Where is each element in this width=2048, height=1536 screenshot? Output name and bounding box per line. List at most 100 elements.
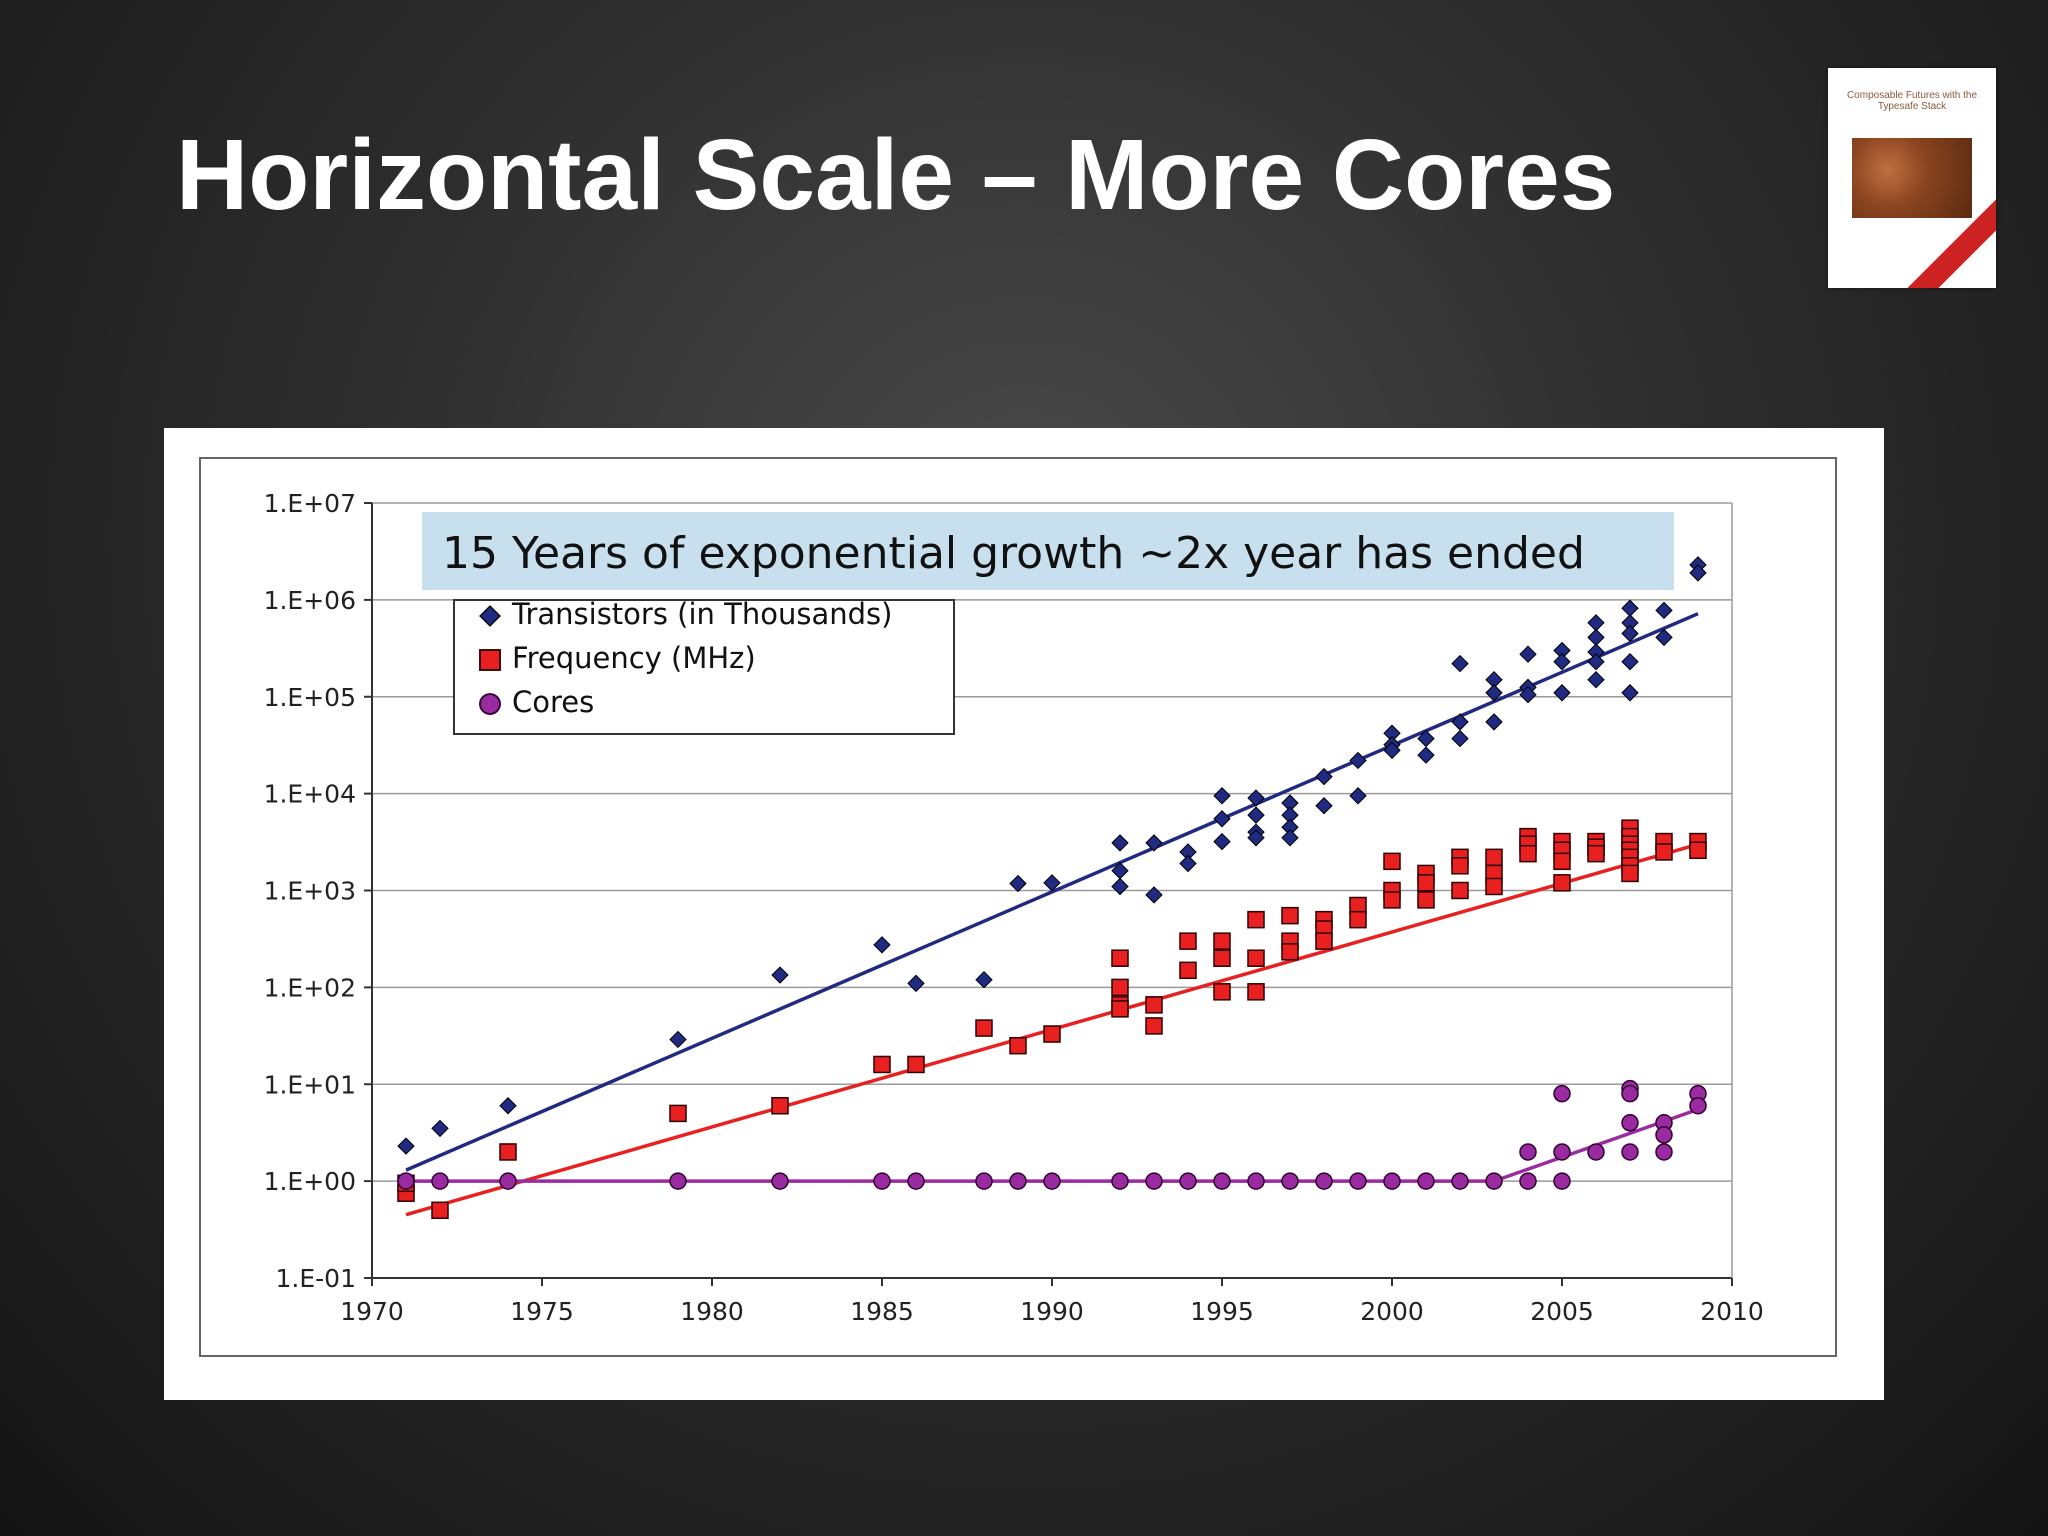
cores-point	[1417, 1172, 1435, 1190]
x-tick-label: 1970	[340, 1297, 404, 1326]
cores-point	[397, 1172, 415, 1190]
transistors-point	[1485, 713, 1503, 731]
cores-point	[1179, 1172, 1197, 1190]
y-tick-label: 1.E+03	[264, 877, 356, 906]
frequency-point	[1553, 874, 1571, 892]
frequency-point	[1485, 877, 1503, 896]
frequency-point	[1213, 932, 1231, 950]
cores-point	[1587, 1143, 1605, 1161]
x-tick-label: 2000	[1360, 1297, 1424, 1326]
transistors-point	[669, 1030, 687, 1049]
transistors-point	[1553, 684, 1571, 702]
cores-point	[1621, 1143, 1639, 1161]
transistors-point	[1213, 832, 1231, 851]
y-tick-label: 1.E+05	[264, 683, 356, 712]
transistors-point	[1417, 746, 1435, 764]
growth-chart: 1.E-01 1.E+00 1.E+01 1.E+02 1.E+03 1.E+04 1.E+…	[199, 457, 1837, 1357]
cores-point	[1213, 1172, 1231, 1190]
frequency-point	[1349, 910, 1367, 929]
cores-legend-label: Cores	[512, 685, 594, 719]
frequency-point	[1247, 983, 1265, 1001]
transistors-point	[1145, 834, 1163, 852]
frequency-point	[907, 1055, 925, 1074]
chart-title-background	[422, 512, 1674, 590]
transistors-point	[1621, 653, 1639, 671]
transistors-trend-line	[405, 612, 1699, 1172]
transistors-point	[1213, 787, 1231, 805]
frequency-point	[1111, 949, 1129, 967]
book-cover-thumbnail: Composable Futures with the Typesafe Sta…	[1828, 68, 1996, 288]
slide-title: Horizontal Scale – More Cores	[176, 119, 1616, 231]
transistors-point	[1383, 741, 1401, 760]
frequency-point	[771, 1096, 789, 1115]
cores-point	[1553, 1172, 1571, 1190]
transistors-point	[1451, 729, 1469, 748]
frequency-legend-label: Frequency (MHz)	[512, 641, 756, 675]
cores-point	[1111, 1172, 1129, 1190]
frequency-point	[1553, 852, 1571, 871]
frequency-point	[1111, 1000, 1129, 1018]
cores-point	[1689, 1096, 1707, 1115]
transistors-point	[1621, 624, 1639, 643]
frequency-point	[1417, 874, 1435, 892]
cores-point	[1451, 1172, 1469, 1190]
transistors-point	[1519, 645, 1537, 663]
transistors-point	[1247, 806, 1265, 824]
cores-point	[1519, 1143, 1537, 1161]
frequency-point	[1179, 961, 1197, 980]
frequency-point	[1451, 881, 1469, 900]
transistors-point	[1281, 829, 1299, 847]
frequency-point	[1451, 857, 1469, 875]
cores-point	[873, 1172, 891, 1190]
cores-point	[771, 1172, 789, 1190]
transistors-point	[873, 936, 891, 954]
x-tick-label: 1980	[680, 1297, 744, 1326]
transistors-point	[1247, 829, 1265, 847]
cores-legend-marker	[479, 693, 501, 715]
frequency-point	[1213, 983, 1231, 1001]
axes: 1.E-01 1.E+00 1.E+01 1.E+02 1.E+03 1.E+04 1.E+…	[264, 489, 1764, 1326]
y-tick-label: 1.E+07	[264, 489, 356, 518]
frequency-point	[1145, 1017, 1163, 1035]
legend: Transistors (in Thousands) Frequency (MHz…	[453, 597, 955, 735]
cores-point	[499, 1172, 517, 1190]
frequency-point	[669, 1104, 687, 1123]
frequency-point	[1043, 1025, 1061, 1043]
transistors-point	[1315, 767, 1333, 786]
cores-point	[669, 1172, 687, 1190]
frequency-point	[1315, 932, 1333, 950]
frequency-point	[975, 1019, 993, 1037]
transistors-point	[1043, 874, 1061, 892]
transistors-point	[1111, 834, 1129, 852]
transistors-point	[1247, 789, 1265, 807]
cores-point	[1655, 1143, 1673, 1161]
cores-point	[1043, 1172, 1061, 1190]
frequency-point	[1111, 978, 1129, 997]
transistors-point	[907, 974, 925, 993]
transistors-point	[499, 1097, 517, 1115]
frequency-point	[1009, 1036, 1027, 1055]
frequency-point	[1621, 864, 1639, 883]
frequency-point	[1519, 844, 1537, 863]
transistors-legend-marker	[479, 605, 501, 627]
y-tick-label: 1.E+02	[264, 973, 356, 1002]
x-tick-label: 2005	[1530, 1297, 1594, 1326]
x-tick-label: 1995	[1190, 1297, 1254, 1326]
transistors-point	[1621, 684, 1639, 702]
frequency-point	[431, 1201, 449, 1220]
book-title: Composable Futures with the Typesafe Sta…	[1846, 90, 1978, 112]
transistors-point	[1179, 854, 1197, 873]
transistors-point	[1485, 684, 1503, 702]
transistors-point	[1349, 787, 1367, 805]
cores-point	[1349, 1172, 1367, 1190]
transistors-point	[771, 966, 789, 984]
frequency-point	[499, 1143, 517, 1161]
frequency-point	[1247, 949, 1265, 967]
transistors-point	[1451, 654, 1469, 673]
transistors-point	[431, 1119, 449, 1138]
frequency-point	[1383, 852, 1401, 871]
transistors-point	[1689, 564, 1707, 582]
frequency-point	[1689, 841, 1707, 860]
transistors-point	[1655, 601, 1673, 620]
cores-point	[1315, 1172, 1333, 1190]
